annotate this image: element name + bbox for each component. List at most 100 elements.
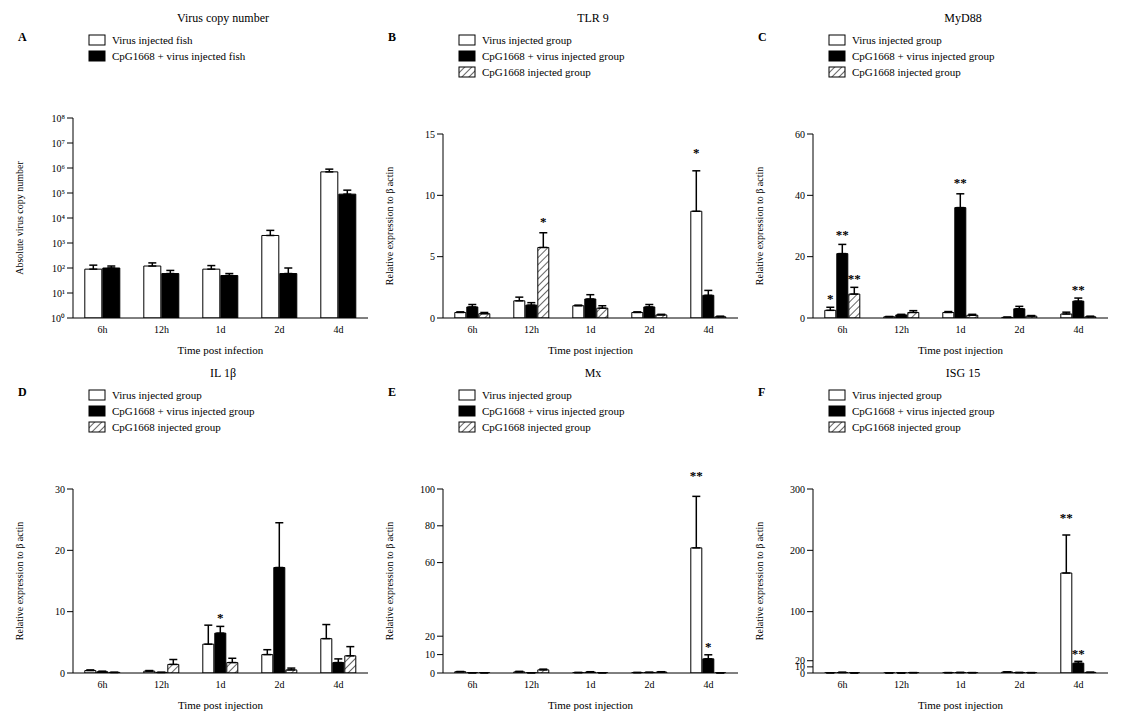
svg-text:2d: 2d (275, 679, 285, 690)
svg-text:Time post infection: Time post infection (178, 344, 264, 356)
svg-text:12h: 12h (524, 679, 539, 690)
svg-text:10⁴: 10⁴ (52, 213, 66, 224)
svg-text:Relative expression to β actin: Relative expression to β actin (384, 167, 395, 285)
svg-text:Relative expression to β actin: Relative expression to β actin (754, 167, 765, 285)
svg-text:0: 0 (60, 668, 65, 679)
svg-text:Relative expression to β actin: Relative expression to β actin (754, 522, 765, 640)
svg-text:**: ** (690, 468, 703, 483)
svg-text:20: 20 (795, 655, 805, 666)
html-text:CpG1668 + virus injected group: CpG1668 + virus injected group (482, 50, 625, 62)
svg-text:1d: 1d (956, 324, 966, 335)
html-text:CpG1668 + virus injected group: CpG1668 + virus injected group (852, 50, 995, 62)
svg-text:1d: 1d (216, 324, 226, 335)
svg-text:200: 200 (790, 545, 805, 556)
svg-text:*: * (540, 214, 547, 229)
html-text:Virus injected group: Virus injected group (482, 34, 572, 46)
svg-text:4d: 4d (334, 324, 344, 335)
svg-text:1d: 1d (586, 324, 596, 335)
html-text:CpG1668 injected group: CpG1668 injected group (482, 66, 591, 78)
svg-text:4d: 4d (1074, 679, 1084, 690)
html-text:TLR 9: TLR 9 (577, 11, 609, 25)
html-text:ISG 15: ISG 15 (945, 366, 981, 380)
svg-text:10¹: 10¹ (52, 288, 65, 299)
svg-text:4d: 4d (1074, 324, 1084, 335)
svg-text:10⁶: 10⁶ (52, 163, 66, 174)
svg-text:Time post injection: Time post injection (918, 344, 1004, 356)
svg-text:1d: 1d (586, 679, 596, 690)
html-text:IL 1β: IL 1β (210, 366, 236, 380)
svg-text:10⁷: 10⁷ (52, 138, 66, 149)
html-text:Virus injected group: Virus injected group (852, 34, 942, 46)
svg-text:4d: 4d (334, 679, 344, 690)
svg-text:6h: 6h (468, 679, 478, 690)
svg-text:10³: 10³ (52, 238, 65, 249)
svg-text:10: 10 (425, 190, 435, 201)
svg-text:*: * (217, 610, 224, 625)
svg-text:**: ** (836, 227, 849, 242)
svg-text:6h: 6h (468, 324, 478, 335)
svg-text:60: 60 (795, 129, 805, 140)
svg-text:2d: 2d (645, 324, 655, 335)
svg-text:**: ** (848, 271, 861, 286)
svg-text:2d: 2d (1015, 324, 1025, 335)
html-text:MyD88: MyD88 (944, 11, 982, 25)
svg-text:2d: 2d (275, 324, 285, 335)
svg-text:12h: 12h (154, 679, 169, 690)
svg-text:Absolute virus copy number: Absolute virus copy number (14, 161, 25, 275)
html-text:Virus injected group: Virus injected group (112, 389, 202, 401)
svg-text:0: 0 (800, 313, 805, 324)
html-text:Mx: Mx (584, 366, 602, 380)
svg-text:20: 20 (795, 251, 805, 262)
svg-text:12h: 12h (524, 324, 539, 335)
svg-text:**: ** (1060, 510, 1073, 525)
svg-text:1d: 1d (216, 679, 226, 690)
svg-text:6h: 6h (838, 679, 848, 690)
svg-text:100: 100 (420, 484, 435, 495)
svg-text:*: * (705, 639, 712, 654)
html-text:Virus injected fish: Virus injected fish (112, 34, 193, 46)
svg-text:10: 10 (425, 649, 435, 660)
svg-text:2d: 2d (645, 679, 655, 690)
svg-text:6h: 6h (98, 679, 108, 690)
svg-text:12h: 12h (894, 679, 909, 690)
svg-text:Time post injection: Time post injection (178, 699, 264, 711)
svg-text:15: 15 (425, 129, 435, 140)
svg-text:2d: 2d (1015, 679, 1025, 690)
svg-text:**: ** (954, 175, 967, 190)
svg-text:Relative expression to β actin: Relative expression to β actin (384, 522, 395, 640)
svg-text:10⁸: 10⁸ (52, 113, 66, 124)
svg-text:10: 10 (55, 606, 65, 617)
svg-text:10⁵: 10⁵ (52, 188, 66, 199)
svg-text:Time post injection: Time post injection (918, 699, 1004, 711)
svg-text:12h: 12h (894, 324, 909, 335)
svg-text:100: 100 (790, 606, 805, 617)
svg-text:10²: 10² (52, 263, 65, 274)
svg-text:1d: 1d (956, 679, 966, 690)
svg-text:0: 0 (430, 668, 435, 679)
svg-text:80: 80 (425, 520, 435, 531)
svg-text:10⁰: 10⁰ (51, 313, 65, 324)
svg-text:6h: 6h (98, 324, 108, 335)
svg-text:*: * (827, 291, 834, 306)
html-text:CpG1668 + virus injected fish: CpG1668 + virus injected fish (112, 50, 246, 62)
svg-text:20: 20 (425, 631, 435, 642)
svg-text:40: 40 (795, 190, 805, 201)
svg-text:**: ** (1072, 282, 1085, 297)
svg-text:Relative expression to β actin: Relative expression to β actin (14, 522, 25, 640)
svg-text:Time post injection: Time post injection (548, 344, 634, 356)
svg-text:0: 0 (430, 313, 435, 324)
svg-text:4d: 4d (704, 679, 714, 690)
svg-text:**: ** (1072, 646, 1085, 661)
svg-text:20: 20 (55, 545, 65, 556)
html-text:CpG1668 injected group: CpG1668 injected group (852, 66, 961, 78)
svg-text:6h: 6h (838, 324, 848, 335)
svg-text:30: 30 (55, 484, 65, 495)
svg-text:*: * (693, 145, 700, 160)
svg-text:60: 60 (425, 557, 435, 568)
svg-text:12h: 12h (154, 324, 169, 335)
svg-text:5: 5 (430, 251, 435, 262)
svg-text:Time post injection: Time post injection (548, 699, 634, 711)
svg-text:300: 300 (790, 484, 805, 495)
html-text:Virus copy number: Virus copy number (177, 11, 269, 25)
svg-text:4d: 4d (704, 324, 714, 335)
